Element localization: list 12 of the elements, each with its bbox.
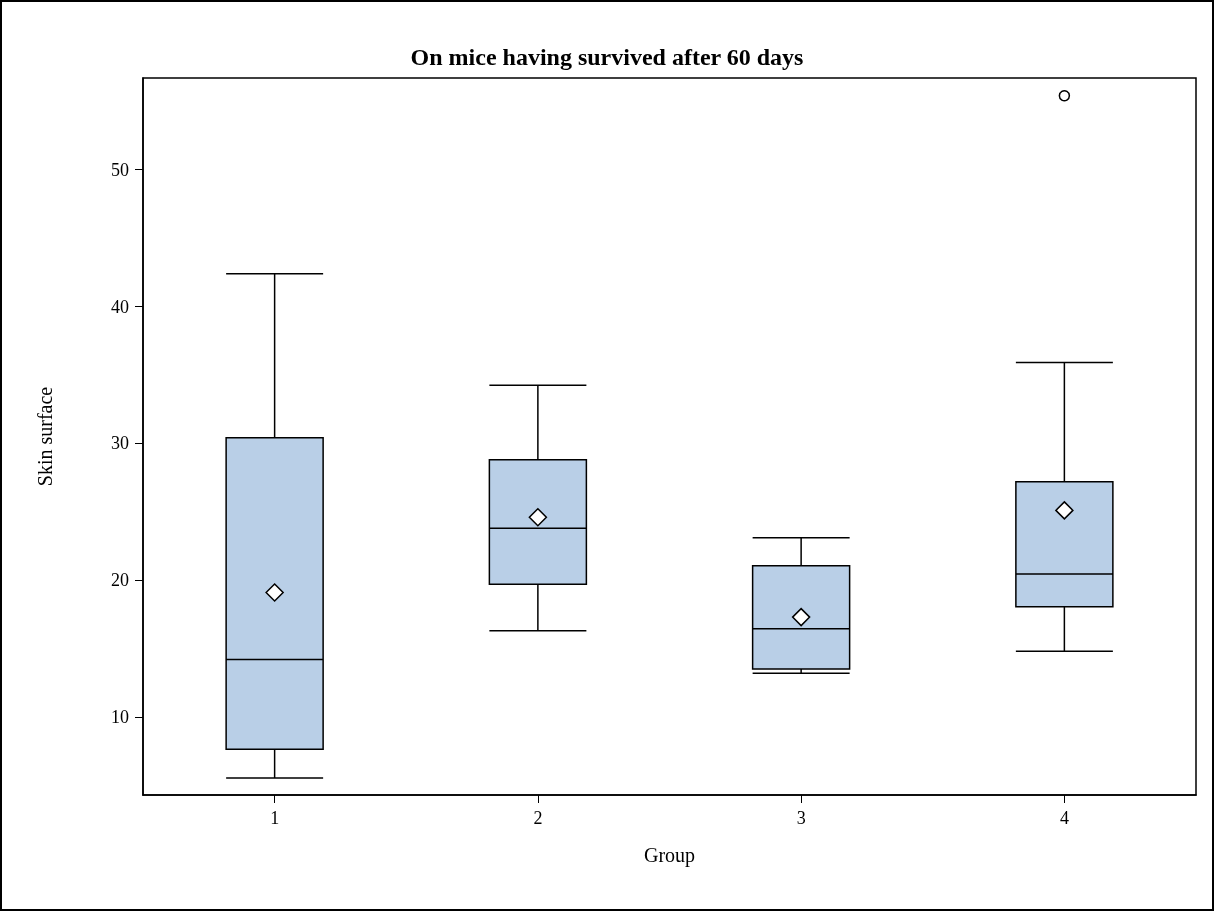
x-tick-label: 3 [796,808,806,828]
y-tick-label: 50 [111,159,129,180]
x-tick-label: 4 [1059,808,1069,828]
y-tick-label: 20 [111,570,129,591]
y-tick-label: 40 [111,296,129,317]
chart-title: On mice having survived after 60 days [410,44,804,70]
y-tick-label: 10 [111,707,129,728]
x-tick-label: 1 [270,808,280,828]
y-axis-title: Skin surface [34,386,56,487]
x-tick-label: 2 [533,808,543,828]
x-axis-title: Group [643,844,696,867]
y-tick-label: 30 [111,433,129,454]
